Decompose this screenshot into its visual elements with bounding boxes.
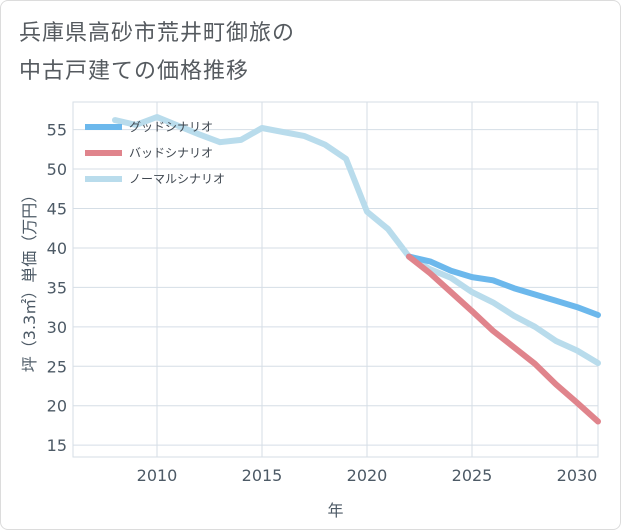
series-line bbox=[112, 114, 601, 367]
x-tick-label: 2015 bbox=[242, 466, 283, 485]
chart-title: 兵庫県高砂市荒井町御旅の 中古戸建ての価格推移 bbox=[19, 21, 296, 84]
x-tick-label: 2010 bbox=[137, 466, 178, 485]
x-tick-label: 2025 bbox=[452, 466, 493, 485]
y-axis-title: 坪（3.3㎡）単価（万円） bbox=[20, 187, 39, 372]
y-tick-label: 25 bbox=[47, 357, 67, 376]
y-tick-label: 40 bbox=[47, 239, 67, 258]
legend-label: バッドシナリオ bbox=[129, 146, 213, 160]
series-line bbox=[406, 253, 601, 425]
y-tick-label: 30 bbox=[47, 318, 67, 337]
grid bbox=[72, 101, 599, 458]
y-tick-label: 35 bbox=[47, 278, 67, 297]
x-tick-label: 2020 bbox=[347, 466, 388, 485]
legend-label: ノーマルシナリオ bbox=[129, 172, 225, 186]
x-axis-title: 年 bbox=[327, 501, 343, 520]
series-lines bbox=[112, 114, 601, 425]
y-tick-label: 15 bbox=[47, 436, 67, 455]
y-tick-label: 20 bbox=[47, 397, 67, 416]
x-tick-label: 2030 bbox=[557, 466, 598, 485]
y-tick-label: 45 bbox=[47, 200, 67, 219]
legend-label: グッドシナリオ bbox=[129, 120, 213, 134]
y-tick-label: 55 bbox=[47, 121, 67, 140]
plot-border bbox=[72, 101, 599, 458]
series-line bbox=[406, 253, 601, 318]
y-tick-label: 50 bbox=[47, 160, 67, 179]
